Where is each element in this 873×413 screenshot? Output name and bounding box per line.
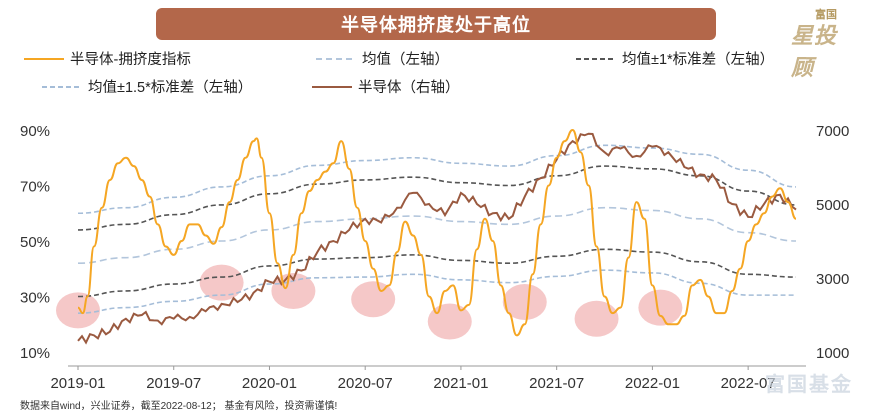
low-crowding-highlight-1 (199, 264, 244, 301)
legend-label-price: 半导体（右轴） (358, 80, 460, 96)
legend-item-band15: 均值±1.5*标准差（左轴） (40, 76, 252, 97)
left-axis-tick-label: 70% (20, 179, 50, 196)
x-axis-tick-label: 2020-07 (338, 375, 393, 392)
legend-swatch-band15 (42, 85, 82, 88)
low-crowding-highlight-6 (574, 300, 619, 337)
legend-swatch-mean (316, 57, 356, 60)
legend-item-crowding: 半导体-拥挤度指标 (22, 48, 191, 69)
x-axis-tick-label: 2019-07 (146, 375, 201, 392)
logo-small-text: 富国 (815, 9, 837, 21)
left-axis-tick-label: 90% (20, 123, 50, 140)
legend-item-price: 半导体（右轴） (310, 76, 460, 97)
x-axis-tick-label: 2019-01 (50, 375, 105, 392)
low-crowding-highlight-5 (502, 284, 547, 321)
source-note: 数据来自wind，兴业证券，截至2022-08-12； 基金有风险，投资需谨慎! (20, 401, 338, 412)
legend-item-band1: 均值±1*标准差（左轴） (574, 48, 774, 69)
series-price (77, 132, 797, 345)
series-band1-lower (77, 248, 797, 298)
series-band15-lower (77, 269, 796, 314)
x-axis-tick-label: 2020-01 (242, 375, 297, 392)
legend-label-band1: 均值±1*标准差（左轴） (622, 52, 775, 68)
left-axis-tick-label: 50% (20, 234, 50, 251)
legend-label-mean: 均值（左轴） (362, 52, 449, 68)
legend-label-band15: 均值±1.5*标准差（左轴） (88, 80, 253, 96)
watermark: 富国基金 (765, 374, 853, 396)
legend-swatch-price (312, 85, 352, 88)
right-axis-tick-label: 1000 (816, 345, 849, 362)
series-crowding (77, 128, 797, 337)
legend-swatch-crowding (24, 57, 64, 60)
legend-item-mean: 均值（左轴） (314, 48, 449, 69)
x-axis-tick-label: 2022-01 (625, 375, 680, 392)
low-crowding-highlight-3 (351, 281, 396, 318)
legend-swatch-band1 (576, 57, 616, 60)
x-axis-tick-label: 2021-07 (529, 375, 584, 392)
right-axis-tick-label: 3000 (816, 271, 849, 288)
legend: 半导体-拥挤度指标 均值（左轴） 均值±1*标准差（左轴） 均值±1.5*标准差… (18, 48, 838, 100)
series-mean (77, 206, 797, 264)
left-axis-tick-label: 10% (20, 345, 50, 362)
series-band15-upper (77, 144, 797, 215)
x-axis-tick-label: 2022-07 (721, 375, 776, 392)
low-crowding-highlight-7 (638, 289, 683, 326)
chart-title: 半导体拥挤度处于高位 (156, 8, 716, 40)
low-crowding-highlight-0 (56, 292, 100, 329)
brand-logo: 富国 星投顾 (763, 4, 859, 80)
right-axis-tick-label: 7000 (816, 123, 849, 140)
left-axis-tick-label: 30% (20, 290, 50, 307)
legend-label-crowding: 半导体-拥挤度指标 (70, 52, 191, 68)
logo-main-text: 星投顾 (791, 23, 838, 80)
x-axis-tick-label: 2021-01 (433, 375, 488, 392)
right-axis-tick-label: 5000 (816, 197, 849, 214)
series-band1-upper (77, 165, 797, 231)
